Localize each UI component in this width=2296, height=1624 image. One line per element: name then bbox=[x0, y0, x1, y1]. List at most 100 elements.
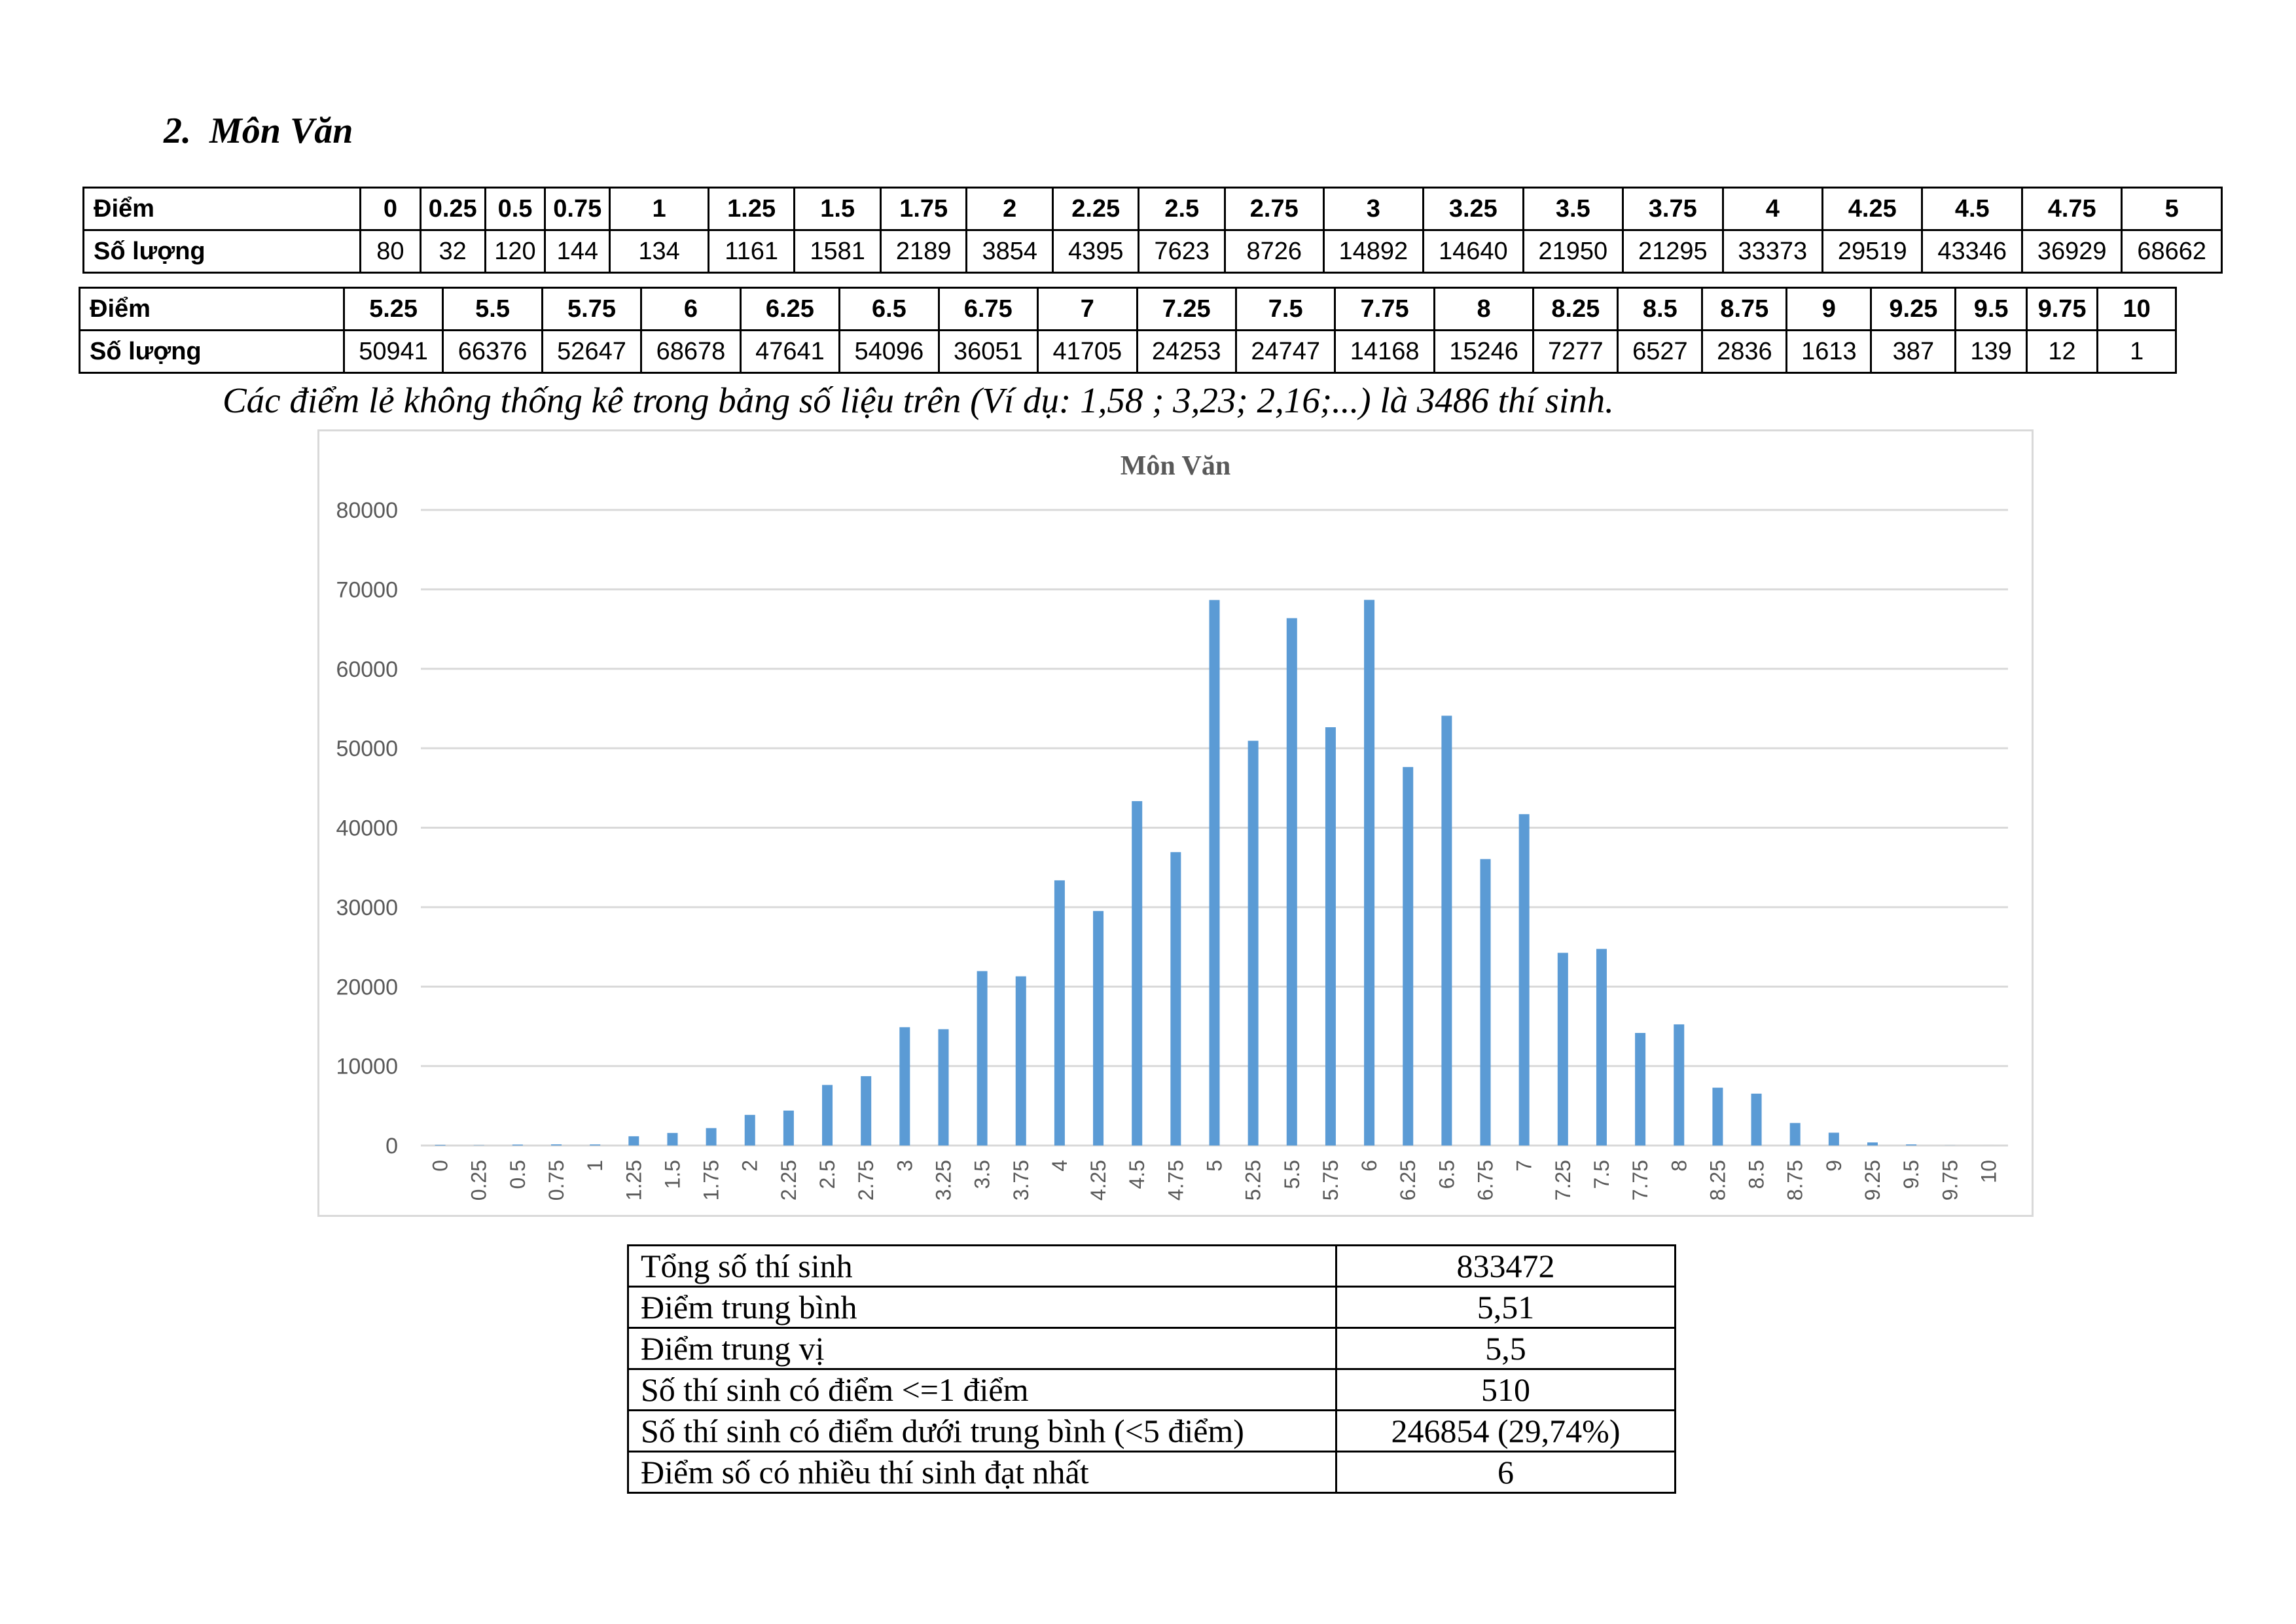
score-cell: 1.25 bbox=[707, 187, 796, 231]
y-tick-label: 50000 bbox=[336, 736, 398, 761]
count-cell: 134 bbox=[609, 229, 709, 274]
bar bbox=[512, 1144, 523, 1146]
count-cell: 6527 bbox=[1617, 329, 1704, 374]
y-tick-label: 20000 bbox=[336, 975, 398, 1000]
x-tick-label: 2 bbox=[738, 1160, 762, 1172]
score-table-1: Điểm 0 0.25 0.5 0.75 1 1.25 1.5 1.75 2 2.25 2.5 2.7… bbox=[82, 187, 2223, 274]
bar-chart: Môn Văn010000200003000040000500006000070… bbox=[336, 451, 2008, 1200]
summary-row: Số thí sinh có điểm dưới trung bình (<5 … bbox=[627, 1409, 1676, 1453]
x-tick-label: 2.5 bbox=[816, 1160, 839, 1189]
x-tick-label: 9.25 bbox=[1861, 1160, 1884, 1200]
summary-value: 5,5 bbox=[1335, 1327, 1676, 1370]
count-cell: 7623 bbox=[1138, 229, 1226, 274]
score-cell: 6.75 bbox=[937, 287, 1039, 331]
score-cell: 4.75 bbox=[2020, 187, 2123, 231]
score-cell: 3.25 bbox=[1422, 187, 1524, 231]
count-cell: 41705 bbox=[1037, 329, 1138, 374]
x-tick-label: 3 bbox=[893, 1160, 916, 1172]
count-cell: 52647 bbox=[541, 329, 643, 374]
summary-value: 833472 bbox=[1335, 1244, 1676, 1288]
x-tick-label: 1.75 bbox=[700, 1160, 723, 1200]
count-cell: 33373 bbox=[1721, 229, 1824, 274]
score-row-header: Điểm 0 0.25 0.5 0.75 1 1.25 1.5 1.75 2 2.25 2.5 2.7… bbox=[82, 187, 2223, 231]
y-tick-label: 0 bbox=[386, 1134, 398, 1159]
bar bbox=[1441, 715, 1452, 1146]
bar bbox=[899, 1027, 910, 1146]
count-cell: 1613 bbox=[1785, 329, 1873, 374]
count-cell: 14892 bbox=[1322, 229, 1425, 274]
score-cell: 4.25 bbox=[1821, 187, 1924, 231]
count-row: Số lượng 50941 66376 52647 68678 47641 54096 3… bbox=[79, 329, 2177, 374]
x-tick-label: 7 bbox=[1513, 1160, 1536, 1172]
score-cell: 1.75 bbox=[879, 187, 968, 231]
x-tick-label: 4 bbox=[1048, 1160, 1071, 1172]
bar bbox=[977, 971, 988, 1146]
chart-title: Môn Văn bbox=[1121, 451, 1230, 481]
bar bbox=[1403, 767, 1414, 1146]
count-cell: 24747 bbox=[1234, 329, 1336, 374]
summary-label: Điểm trung bình bbox=[627, 1286, 1337, 1329]
x-tick-label: 8.25 bbox=[1706, 1160, 1729, 1200]
bar bbox=[1015, 976, 1026, 1146]
count-cell: 47641 bbox=[739, 329, 841, 374]
y-tick-label: 60000 bbox=[336, 657, 398, 682]
count-cell: 139 bbox=[1954, 329, 2028, 374]
x-tick-label: 0.5 bbox=[506, 1160, 529, 1189]
count-cell: 80 bbox=[359, 229, 422, 274]
bar bbox=[1596, 948, 1607, 1146]
summary-row: Điểm số có nhiều thí sinh đạt nhất 6 bbox=[627, 1451, 1676, 1494]
y-tick-label: 80000 bbox=[336, 498, 398, 523]
x-tick-label: 5.5 bbox=[1280, 1160, 1304, 1189]
score-cell: 0.5 bbox=[484, 187, 547, 231]
bar bbox=[1906, 1144, 1917, 1146]
score-cell: 5 bbox=[2121, 187, 2223, 231]
x-tick-label: 6 bbox=[1357, 1160, 1381, 1172]
chart-area: Môn Văn 0 10000 20000 30000 40000 50000 60000 70… bbox=[317, 429, 2034, 1217]
count-label: Số lượng bbox=[82, 229, 362, 274]
count-cell: 12 bbox=[2025, 329, 2099, 374]
bar bbox=[667, 1132, 678, 1146]
count-row: Số lượng 80 32 120 144 134 1161 1581 2189 3854 43… bbox=[82, 229, 2223, 274]
x-tick-label: 2.25 bbox=[777, 1160, 800, 1200]
count-cell: 50941 bbox=[342, 329, 444, 374]
score-cell: 1.5 bbox=[793, 187, 882, 231]
x-tick-label: 6.5 bbox=[1435, 1160, 1458, 1189]
score-cell: 5.25 bbox=[342, 287, 444, 331]
score-cell: 6.25 bbox=[739, 287, 841, 331]
x-tick-label: 9 bbox=[1822, 1160, 1846, 1172]
score-cell: 1 bbox=[609, 187, 709, 231]
summary-label: Số thí sinh có điểm dưới trung bình (<5 … bbox=[627, 1409, 1337, 1453]
bar bbox=[1518, 814, 1530, 1146]
score-cell: 5.5 bbox=[442, 287, 543, 331]
score-cell: 7.25 bbox=[1136, 287, 1237, 331]
bar bbox=[1635, 1033, 1646, 1146]
count-cell: 54096 bbox=[838, 329, 940, 374]
x-tick-label: 8.75 bbox=[1784, 1160, 1807, 1200]
section-heading: 2. Môn Văn bbox=[164, 110, 353, 152]
score-cell: 4.5 bbox=[1921, 187, 2023, 231]
y-tick-label: 70000 bbox=[336, 577, 398, 602]
score-cell: 8 bbox=[1433, 287, 1535, 331]
score-cell: 9.25 bbox=[1870, 287, 1957, 331]
score-cell: 9.5 bbox=[1954, 287, 2028, 331]
count-cell: 66376 bbox=[442, 329, 543, 374]
count-cell: 68662 bbox=[2121, 229, 2223, 274]
score-cell: 10 bbox=[2096, 287, 2177, 331]
bar bbox=[1751, 1093, 1762, 1146]
count-cell: 43346 bbox=[1921, 229, 2023, 274]
bar bbox=[1247, 740, 1259, 1146]
x-tick-label: 4.75 bbox=[1164, 1160, 1187, 1200]
score-cell: 6 bbox=[640, 287, 742, 331]
count-cell: 21295 bbox=[1622, 229, 1724, 274]
bar bbox=[1054, 880, 1065, 1146]
count-cell: 36929 bbox=[2020, 229, 2123, 274]
count-cell: 4395 bbox=[1051, 229, 1140, 274]
y-tick-label: 40000 bbox=[336, 816, 398, 841]
score-cell: 0.25 bbox=[419, 187, 486, 231]
score-cell: 5.75 bbox=[541, 287, 643, 331]
x-tick-label: 8.5 bbox=[1745, 1160, 1768, 1189]
score-cell: 3.5 bbox=[1522, 187, 1624, 231]
score-cell: 7 bbox=[1037, 287, 1138, 331]
bar bbox=[1828, 1132, 1839, 1146]
